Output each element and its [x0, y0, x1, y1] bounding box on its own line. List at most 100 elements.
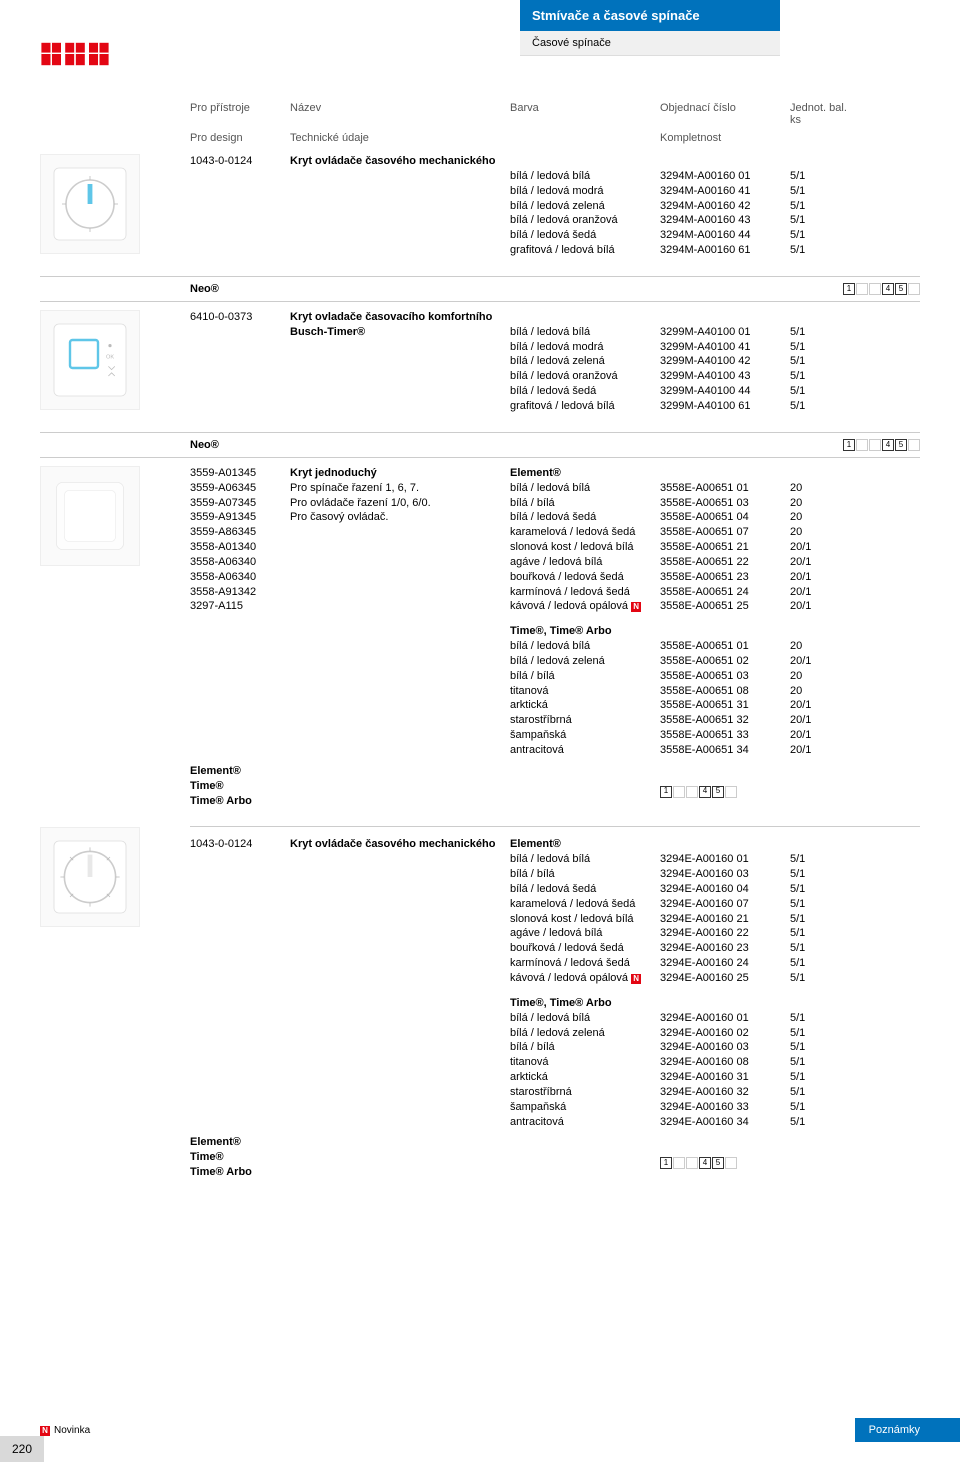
picto-cell: 5 [712, 786, 724, 798]
product-code [190, 399, 290, 414]
color-value: bílá / ledová šedá [510, 384, 660, 399]
group-heading: Element® [510, 837, 660, 852]
order-number: 3558E-A00651 33 [660, 728, 790, 743]
product-code [190, 684, 290, 699]
color-value: antracitová [510, 1115, 660, 1130]
product-desc: Pro ovládače řazení 1/0, 6/0. [290, 496, 510, 511]
order-number: 3294E-A00160 31 [660, 1070, 790, 1085]
color-value: bílá / ledová šedá [510, 228, 660, 243]
product-code [190, 354, 290, 369]
color-value: agáve / ledová bílá [510, 926, 660, 941]
unit-value: 5/1 [790, 867, 860, 882]
order-number [660, 466, 790, 481]
picto-strip: 145 [843, 439, 920, 451]
unit-value: 5/1 [790, 243, 860, 258]
unit-value: 20/1 [790, 599, 860, 614]
product-code: 3559-A06345 [190, 481, 290, 496]
unit-value: 20/1 [790, 555, 860, 570]
unit-value: 20 [790, 684, 860, 699]
picto-cell [908, 439, 920, 451]
color: bílá / ledová bílá [510, 325, 660, 340]
product-code: 1043-0-0124 [190, 837, 290, 852]
order-number: 3558E-A00651 03 [660, 669, 790, 684]
product-thumb-dial [40, 154, 140, 254]
product-desc: Pro spínače řazení 1, 6, 7. [290, 481, 510, 496]
color-value: bouřková / ledová šedá [510, 941, 660, 956]
order-number: 3558E-A00651 25 [660, 599, 790, 614]
product-desc [290, 852, 510, 867]
picto-cell [725, 786, 737, 798]
color-value: karmínová / ledová šedá [510, 585, 660, 600]
color-value: kávová / ledová opálová N [510, 971, 660, 986]
order-number: 3558E-A00651 32 [660, 713, 790, 728]
unit-value: 5/1 [790, 1011, 860, 1026]
order-number: 3294E-A00160 01 [660, 852, 790, 867]
product-desc [290, 354, 510, 369]
unit-value: 5/1 [790, 1026, 860, 1041]
page-number: 220 [0, 1436, 44, 1462]
product-code [190, 340, 290, 355]
color-value: arktická [510, 1070, 660, 1085]
product-desc [290, 684, 510, 699]
product-code: 3558-A06340 [190, 555, 290, 570]
product-desc [290, 525, 510, 540]
color-value: starostříbrná [510, 1085, 660, 1100]
product-desc: Kryt jednoduchý [290, 466, 510, 481]
product-desc [290, 1011, 510, 1026]
brand-label: Time® Arbo [190, 1165, 290, 1180]
n-badge-icon: N [40, 1426, 50, 1436]
color-value: šampaňská [510, 728, 660, 743]
color-value: agáve / ledová bílá [510, 555, 660, 570]
order-number: 3294E-A00160 25 [660, 971, 790, 986]
brand-label: Time® [190, 779, 290, 794]
unit-value: 5/1 [790, 228, 860, 243]
n-badge-icon: N [631, 602, 641, 612]
color-value: bílá / ledová oranžová [510, 369, 660, 384]
picto-strip: 145 [843, 283, 920, 295]
unit-value: 20 [790, 639, 860, 654]
order-number: 3294E-A00160 02 [660, 1026, 790, 1041]
picto-cell: 1 [843, 439, 855, 451]
product-code [190, 867, 290, 882]
product-code: 3297-A115 [190, 599, 290, 614]
order-number: 3294E-A00160 33 [660, 1100, 790, 1115]
product-code [190, 698, 290, 713]
header-tab: Stmívače a časové spínače Časové spínače [520, 0, 780, 56]
section-2: OK 6410-0-0373 Kryt ovladače časovacího … [190, 310, 920, 414]
picto-strip: 145 [660, 1157, 737, 1169]
product-code [190, 1070, 290, 1085]
product-name: Kryt ovládače časového mechanického [290, 837, 510, 852]
product-desc [290, 867, 510, 882]
product-thumb-plain [40, 466, 140, 566]
color-value: titanová [510, 1055, 660, 1070]
picto-cell: 4 [699, 1157, 711, 1169]
order-number: 3294E-A00160 32 [660, 1085, 790, 1100]
header-title: Stmívače a časové spínače [520, 0, 780, 31]
order-number: 3294E-A00160 22 [660, 926, 790, 941]
unit-value: 5/1 [790, 369, 860, 384]
picto-cell [673, 1157, 685, 1169]
product-code [190, 184, 290, 199]
product-desc [290, 1100, 510, 1115]
order-number: 3558E-A00651 21 [660, 540, 790, 555]
product-code [190, 654, 290, 669]
order-number: 3558E-A00651 24 [660, 585, 790, 600]
product-desc [290, 1115, 510, 1130]
product-desc [290, 971, 510, 986]
color-value: karmínová / ledová šedá [510, 956, 660, 971]
unit-value: 20/1 [790, 698, 860, 713]
product-code [190, 228, 290, 243]
order-number: 3558E-A00651 07 [660, 525, 790, 540]
product-name: Kryt ovládače časového mechanického [290, 154, 510, 169]
picto-cell: 5 [712, 1157, 724, 1169]
order-number: 3558E-A00651 23 [660, 570, 790, 585]
product-desc: Pro časový ovládač. [290, 510, 510, 525]
column-headers: Pro přístroje Název Barva Objednací čísl… [190, 100, 920, 128]
color-value: bílá / ledová zelená [510, 1026, 660, 1041]
product-code: 1043-0-0124 [190, 154, 290, 169]
section-4: 1043-0-0124 Kryt ovládače časového mecha… [190, 826, 920, 1180]
order-number: 3299M-A40100 61 [660, 399, 790, 414]
series-bar-neo-1: Neo® 145 [40, 276, 920, 302]
unit: 5/1 [790, 325, 860, 340]
order-number: 3294E-A00160 07 [660, 897, 790, 912]
